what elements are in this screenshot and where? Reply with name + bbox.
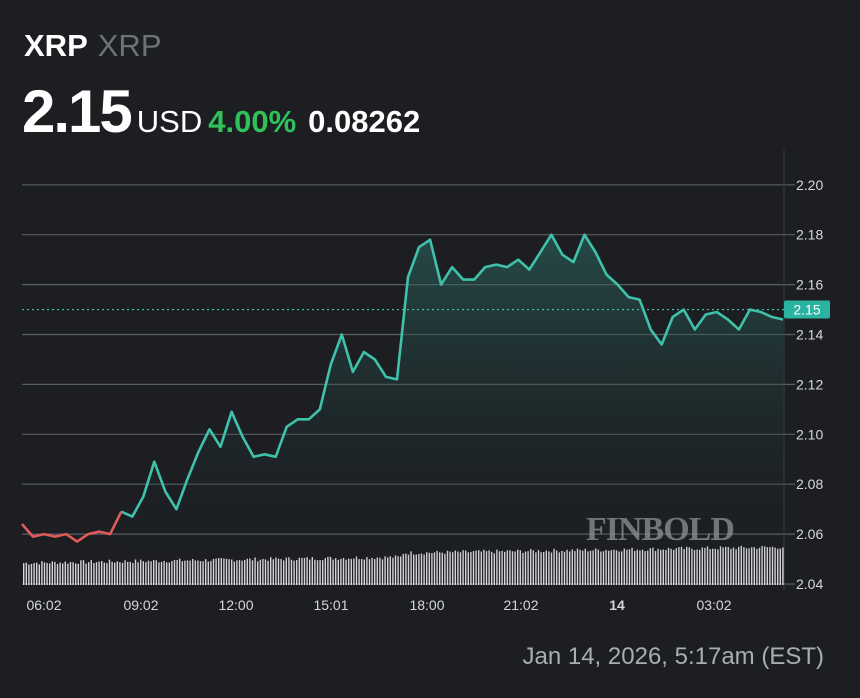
price-line-up — [120, 233, 784, 518]
x-axis-labels: 06:02 09:02 12:00 15:01 18:00 21:02 14 03:02 — [26, 597, 731, 613]
x-tick-label: 09:02 — [123, 597, 158, 613]
x-tick-label: 03:02 — [696, 597, 731, 613]
x-tick-label: 14 — [609, 597, 625, 613]
timestamp: Jan 14, 2026, 5:17am (EST) — [522, 643, 825, 670]
current-price: 2.15 — [22, 78, 133, 145]
price-area-fill — [121, 234, 784, 584]
asset-symbol: XRP — [24, 28, 88, 63]
y-axis-labels: 2.20 2.18 2.16 2.14 2.12 2.10 2.08 2.06 2.04 — [796, 177, 823, 592]
svg-text:2.15: 2.15 — [793, 302, 820, 318]
price-line-down — [21, 511, 123, 543]
y-tick-label: 2.14 — [796, 327, 823, 343]
x-tick-label: 15:01 — [313, 597, 348, 613]
x-tick-label: 06:02 — [26, 597, 61, 613]
x-tick-label: 12:00 — [218, 597, 253, 613]
currency-label: USD — [136, 104, 203, 139]
y-tick-label: 2.20 — [796, 177, 823, 193]
y-tick-label: 2.16 — [796, 277, 823, 293]
change-percent: 4.00% — [208, 104, 297, 139]
x-tick-label: 18:00 — [409, 597, 444, 613]
asset-title: XRP XRP — [24, 26, 162, 66]
current-price-tag: 2.15 — [784, 300, 830, 319]
x-tick-label: 21:02 — [503, 597, 538, 613]
y-tick-label: 2.10 — [796, 426, 823, 442]
y-tick-label: 2.12 — [796, 376, 823, 392]
change-absolute: 0.08262 — [308, 104, 421, 139]
y-tick-label: 2.04 — [796, 576, 823, 592]
asset-name: XRP — [97, 28, 162, 63]
y-tick-label: 2.06 — [796, 526, 823, 542]
y-tick-label: 2.08 — [796, 476, 823, 492]
y-tick-label: 2.18 — [796, 227, 823, 243]
price-row: 2.15 USD 4.00% 0.08262 — [22, 80, 420, 144]
